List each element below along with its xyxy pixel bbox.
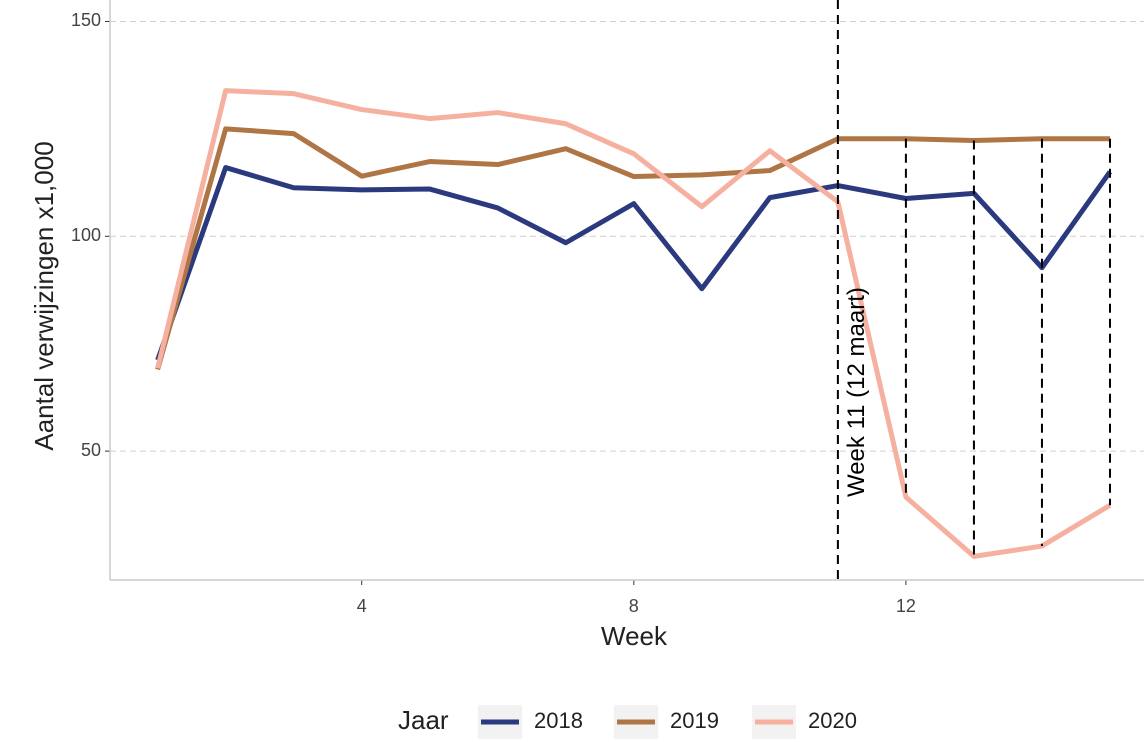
line-series [155, 165, 1113, 361]
y-tick-label: 100 [71, 225, 101, 245]
annotation-text: Week 11 (12 maart) [843, 287, 870, 497]
legend-label: 2019 [670, 708, 719, 733]
x-tick-label: 12 [896, 596, 916, 616]
x-tick-label: 8 [629, 596, 639, 616]
y-axis-label: Aantal verwijzingen x1,000 [29, 141, 59, 450]
x-axis-label: Week [601, 621, 668, 651]
legend-title: Jaar [398, 705, 449, 735]
y-tick-label: 50 [81, 440, 101, 460]
y-tick-label: 150 [71, 10, 101, 30]
line-series [155, 88, 1112, 559]
x-tick-label: 4 [357, 596, 367, 616]
legend-label: 2018 [534, 708, 583, 733]
line-series [155, 126, 1110, 371]
legend-label: 2020 [808, 708, 857, 733]
